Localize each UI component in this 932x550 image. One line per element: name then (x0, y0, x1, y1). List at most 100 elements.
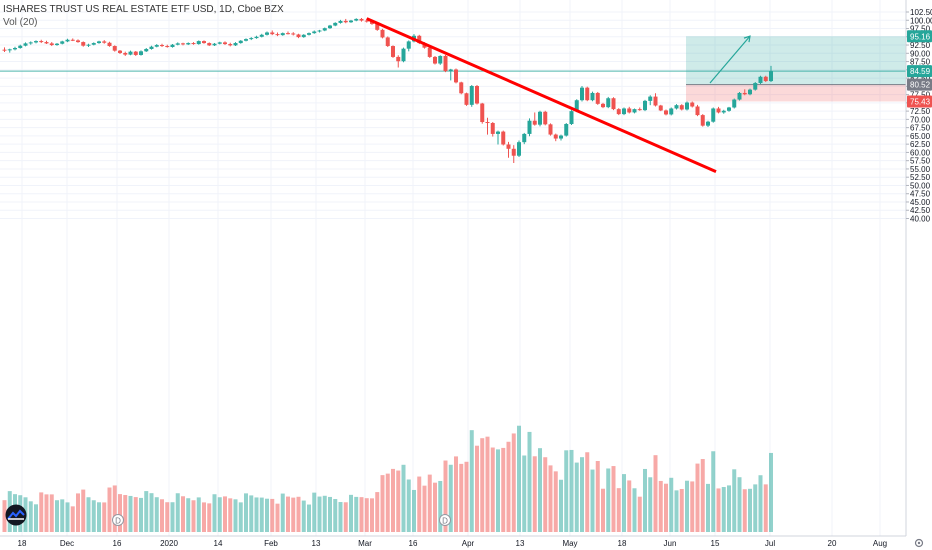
volume-bar (370, 498, 374, 532)
candle-body (212, 43, 217, 46)
candle (238, 40, 243, 44)
volume-bar (490, 447, 495, 532)
candle (270, 30, 275, 36)
candle (595, 91, 600, 105)
volume-bar (506, 441, 511, 532)
dividend-marker-label: D (442, 517, 448, 526)
y-tick-label: 42.50 (910, 206, 931, 215)
price-label: 80.52 (910, 81, 931, 90)
volume-bar (427, 474, 432, 532)
x-tick-label: May (562, 539, 577, 548)
candle (280, 32, 285, 36)
candle-body (674, 105, 679, 109)
candle-body (622, 108, 626, 115)
volume-bar (249, 495, 254, 532)
candle (648, 95, 653, 106)
candle-body (364, 20, 369, 22)
x-tick-label: Aug (873, 539, 887, 548)
volume-bar (196, 497, 201, 532)
trendline (366, 17, 717, 173)
volume-bar (553, 471, 558, 532)
candle-body (438, 55, 443, 64)
x-tick-label: 15 (711, 539, 720, 548)
volume-bar (39, 492, 44, 532)
candle-body (490, 123, 495, 134)
volume-bar (149, 493, 154, 532)
symbol-title: ISHARES TRUST US REAL ESTATE ETF USD, 1D… (3, 4, 284, 15)
candle (480, 102, 485, 124)
candle (485, 117, 490, 135)
candle (674, 104, 679, 110)
gear-ring (914, 538, 924, 548)
candle-body (527, 120, 532, 134)
candle (622, 107, 626, 116)
y-tick-label: 65.00 (910, 132, 931, 141)
candle (301, 34, 306, 38)
candle-body (175, 43, 180, 45)
candle (160, 43, 164, 48)
candle (107, 41, 112, 47)
volume-bar (700, 459, 705, 532)
candle-body (606, 98, 611, 108)
y-tick-label: 67.50 (910, 124, 931, 133)
candle-body (559, 135, 563, 139)
volume-bar (28, 501, 33, 532)
volume-bar (522, 455, 527, 532)
candle-body (459, 82, 464, 94)
candle (427, 47, 432, 58)
candle-body (469, 86, 474, 105)
volume-bar (548, 465, 553, 532)
candle-body (333, 22, 338, 26)
volume-bar (364, 498, 369, 532)
candle-body (669, 108, 674, 115)
candle-body (585, 87, 590, 101)
settings-gear-icon[interactable] (914, 538, 924, 548)
candle (18, 44, 23, 49)
candle (706, 120, 710, 127)
candle-body (244, 39, 248, 41)
y-tick-label: 82.50 (910, 74, 931, 83)
candle-body (265, 32, 269, 35)
candle-body (28, 42, 33, 44)
candle-body (511, 148, 516, 156)
candle (438, 55, 443, 65)
candle-body (742, 92, 747, 95)
volume-bar (60, 499, 65, 532)
candle-body (380, 29, 385, 38)
candle-body (506, 144, 511, 149)
candle-body (611, 98, 616, 110)
volume-bar (622, 474, 626, 532)
candle (181, 42, 185, 46)
y-tick-label: 100.00 (910, 16, 932, 25)
candle-body (65, 39, 70, 42)
candle-body (706, 121, 710, 126)
x-tick-label: Mar (358, 539, 372, 548)
volume-bar (721, 487, 726, 532)
candle (228, 42, 233, 47)
candle-body (160, 45, 164, 47)
price-label: 95.16 (910, 32, 931, 41)
volume-bar (511, 433, 516, 532)
gear-hub (917, 541, 921, 545)
dividend-marker: D (439, 514, 451, 526)
candle-body (196, 41, 201, 45)
candle-body (574, 100, 579, 112)
candle (601, 102, 605, 109)
candle-body (648, 96, 653, 101)
candle-body (13, 48, 17, 50)
volume-bar (448, 464, 453, 532)
candle-body (286, 33, 290, 35)
candle (496, 130, 500, 145)
x-tick-label: Jul (765, 539, 775, 548)
volume-bar (406, 479, 411, 532)
volume-bar (223, 496, 227, 532)
candle-body (223, 42, 227, 45)
tradingview-logo-icon[interactable] (2, 504, 30, 526)
y-tick-label: 55.00 (910, 165, 931, 174)
volume-bar (375, 492, 380, 532)
volume-bar (343, 502, 348, 532)
volume-bar (464, 461, 469, 532)
y-tick-label: 72.50 (910, 107, 931, 116)
candle-body (569, 111, 574, 125)
